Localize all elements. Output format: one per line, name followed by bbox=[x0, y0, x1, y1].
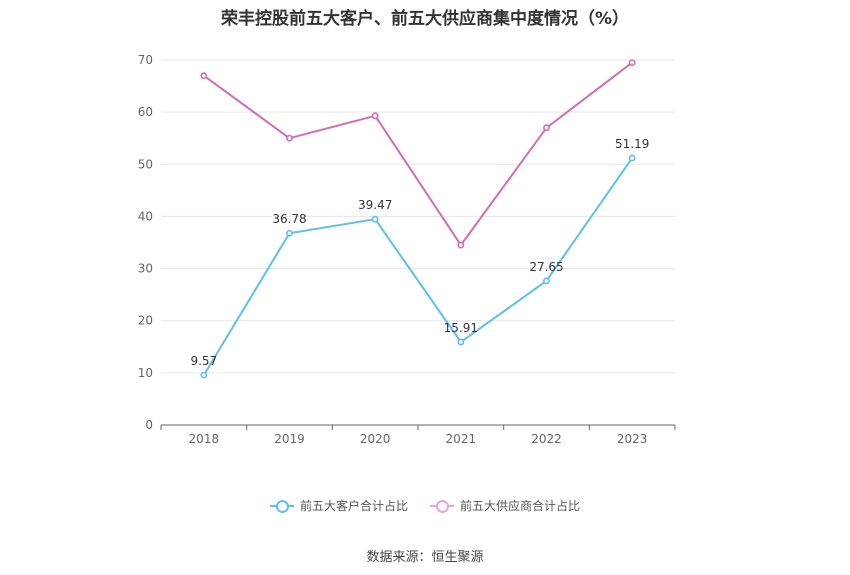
legend-swatch-customers bbox=[269, 499, 294, 513]
x-tick-label: 2022 bbox=[531, 432, 562, 446]
data-point bbox=[371, 215, 379, 223]
legend-label-suppliers: 前五大供应商合计占比 bbox=[460, 499, 581, 513]
x-tick-label: 2018 bbox=[189, 432, 220, 446]
data-point bbox=[628, 154, 636, 162]
data-point bbox=[457, 338, 465, 346]
y-tick-label: 70 bbox=[138, 53, 153, 67]
y-tick-label: 30 bbox=[138, 262, 153, 276]
x-tick-label: 2019 bbox=[274, 432, 305, 446]
data-label: 15.91 bbox=[444, 321, 478, 335]
data-label: 36.78 bbox=[272, 212, 306, 226]
y-tick-label: 20 bbox=[138, 314, 153, 328]
y-tick-label: 50 bbox=[138, 157, 153, 171]
series-line bbox=[202, 157, 633, 376]
chart-title: 荣丰控股前五大客户、前五大供应商集中度情况（%） bbox=[220, 9, 630, 29]
x-tick-label: 2023 bbox=[617, 432, 648, 446]
data-point bbox=[543, 277, 550, 285]
data-label: 39.47 bbox=[358, 198, 392, 212]
legend: 前五大客户合计占比 前五大供应商合计占比 bbox=[0, 497, 850, 514]
data-point bbox=[286, 134, 293, 142]
data-point bbox=[457, 241, 465, 249]
data-label: 27.65 bbox=[529, 260, 563, 274]
x-tick-label: 2021 bbox=[446, 432, 477, 446]
data-label: 9.57 bbox=[190, 354, 217, 368]
series-line bbox=[203, 61, 633, 247]
y-tick-label: 60 bbox=[138, 105, 153, 119]
legend-swatch-suppliers bbox=[430, 499, 454, 513]
data-point bbox=[543, 124, 550, 132]
source-note: 数据来源：恒生聚源 bbox=[366, 550, 484, 565]
data-point bbox=[200, 72, 208, 80]
data-point bbox=[286, 229, 293, 237]
data-point bbox=[371, 112, 379, 120]
legend-label-customers: 前五大客户合计占比 bbox=[299, 499, 408, 513]
x-tick-label: 2020 bbox=[360, 432, 391, 446]
y-tick-label: 0 bbox=[145, 418, 153, 432]
y-tick-label: 40 bbox=[138, 209, 153, 223]
y-tick-label: 10 bbox=[138, 366, 153, 380]
data-label: 51.19 bbox=[615, 137, 649, 151]
legend-item-customers[interactable]: 前五大客户合计占比 bbox=[269, 497, 408, 514]
data-point bbox=[200, 371, 208, 379]
data-point bbox=[628, 59, 636, 67]
legend-item-suppliers[interactable]: 前五大供应商合计占比 bbox=[430, 497, 580, 514]
